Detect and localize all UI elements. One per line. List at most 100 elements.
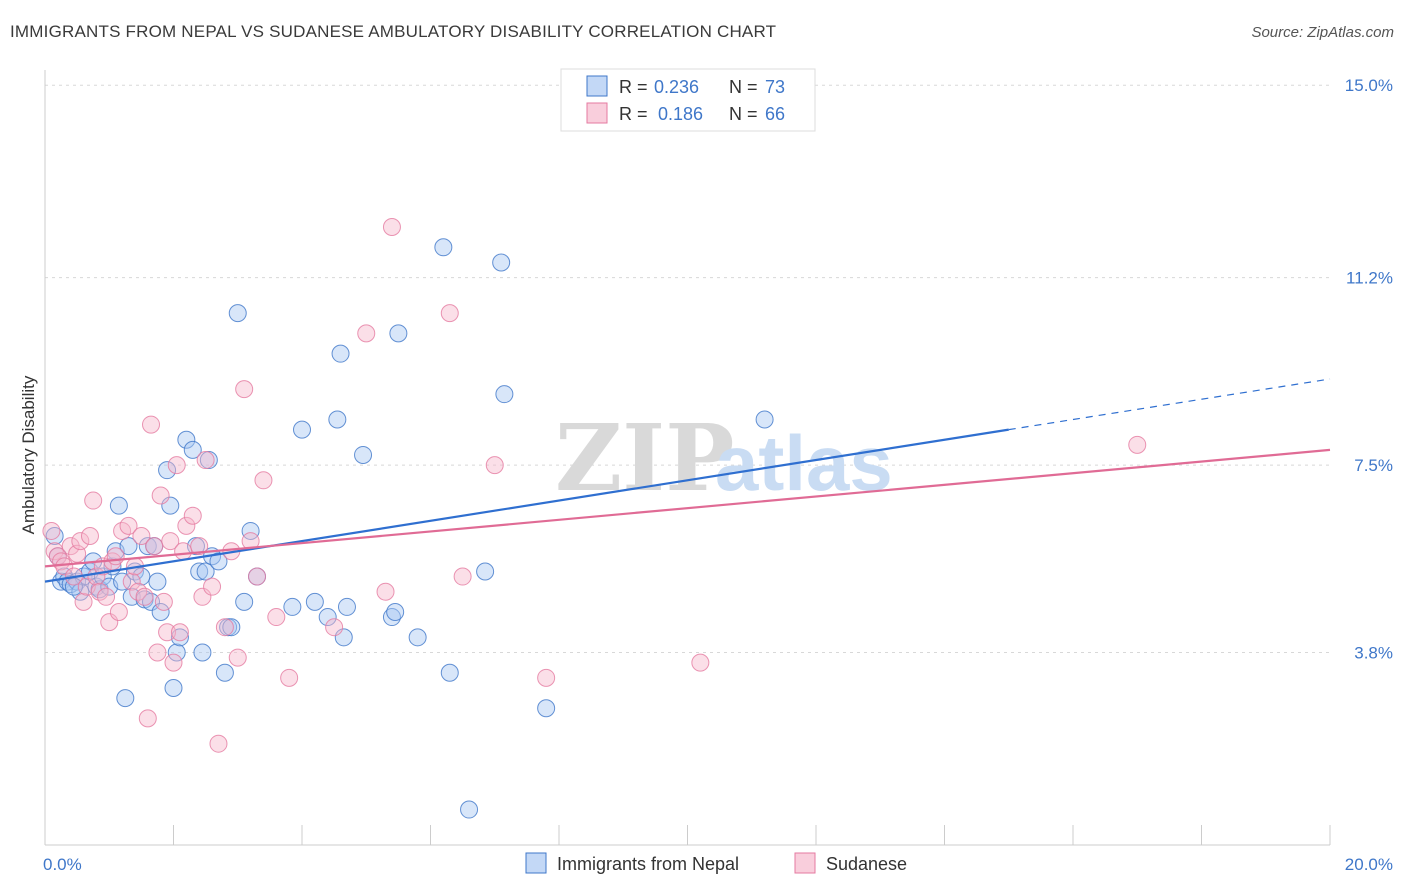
sudanese-point-38 xyxy=(170,623,189,642)
sudanese-point-29 xyxy=(142,415,161,434)
nepal-point-59 xyxy=(382,608,401,627)
legend-swatch-nepal xyxy=(586,75,608,97)
nepal-point-45 xyxy=(222,618,241,637)
sudanese-point-60 xyxy=(440,304,459,323)
nepal-point-37 xyxy=(190,562,209,581)
nepal-point-50 xyxy=(283,597,302,616)
sudanese-point-31 xyxy=(148,643,167,662)
sudanese-point-35 xyxy=(161,532,180,551)
sudanese-point-11 xyxy=(80,527,99,546)
chart-source: Source: ZipAtlas.com xyxy=(1251,24,1394,41)
y-tick-label-3: 15.0% xyxy=(1345,76,1393,95)
sudanese-point-41 xyxy=(183,506,202,525)
sudanese-point-17 xyxy=(100,613,119,632)
nepal-point-42 xyxy=(209,552,228,571)
bottom-legend: Immigrants from Nepal Sudanese xyxy=(525,852,907,874)
sudanese-point-58 xyxy=(376,582,395,601)
nepal-point-46 xyxy=(228,304,247,323)
y-tick-label-2: 11.2% xyxy=(1346,269,1393,288)
nepal-point-43 xyxy=(215,663,234,682)
legend-r-value-2: 0.186 xyxy=(658,104,703,124)
sudanese-point-43 xyxy=(193,587,212,606)
nepal-point-54 xyxy=(328,410,347,429)
sudanese-point-63 xyxy=(537,668,556,687)
trend-lines xyxy=(44,378,1331,583)
sudanese-point-53 xyxy=(254,471,273,490)
sudanese-trend-line xyxy=(44,448,1331,568)
nepal-point-61 xyxy=(389,324,408,343)
sudanese-point-42 xyxy=(190,537,209,556)
sudanese-point-8 xyxy=(71,532,90,551)
nepal-point-60 xyxy=(386,602,405,621)
watermark: ZIP atlas xyxy=(555,404,893,512)
sudanese-point-20 xyxy=(109,602,128,621)
nepal-point-51 xyxy=(293,420,311,439)
sudanese-point-62 xyxy=(485,456,504,475)
y-tick-label-1: 7.5% xyxy=(1354,456,1393,475)
y-tick-labels: 3.8% 7.5% 11.2% 15.0% xyxy=(1345,76,1393,662)
nepal-point-31 xyxy=(164,678,183,697)
sudanese-point-26 xyxy=(132,527,151,546)
sudanese-point-64 xyxy=(691,653,710,672)
sudanese-point-46 xyxy=(209,734,228,753)
sudanese-point-36 xyxy=(164,653,183,672)
nepal-point-70 xyxy=(755,410,774,429)
nepal-point-34 xyxy=(177,430,196,449)
nepal-point-56 xyxy=(334,628,353,647)
sudanese-point-34 xyxy=(158,623,177,642)
nepal-point-32 xyxy=(167,643,186,662)
legend-swatch-sudanese xyxy=(586,102,608,124)
sudanese-point-5 xyxy=(61,537,80,556)
nepal-point-68 xyxy=(495,385,514,404)
bottom-legend-swatch-nepal xyxy=(525,852,547,874)
sudanese-point-57 xyxy=(357,324,376,343)
legend-r-value-1: 0.236 xyxy=(654,77,699,97)
nepal-point-55 xyxy=(331,344,350,363)
nepal-point-17 xyxy=(109,496,128,515)
sudanese-point-12 xyxy=(84,491,103,510)
chart-title: IMMIGRANTS FROM NEPAL VS SUDANESE AMBULA… xyxy=(10,22,777,41)
nepal-point-66 xyxy=(476,562,495,581)
sudanese-point-39 xyxy=(174,542,193,561)
nepal-point-24 xyxy=(138,537,157,556)
sudanese-point-56 xyxy=(325,618,344,637)
nepal-point-72 xyxy=(64,577,83,596)
sudanese-point-50 xyxy=(235,380,254,399)
sudanese-point-44 xyxy=(196,451,215,470)
nepal-point-65 xyxy=(460,800,479,819)
x-tick-label-1: 20.0% xyxy=(1345,855,1393,874)
sudanese-point-1 xyxy=(45,542,64,561)
sudanese-point-30 xyxy=(145,537,164,556)
bottom-legend-label-nepal: Immigrants from Nepal xyxy=(557,854,739,874)
legend-box: R = 0.236 N = 73 R = 0.186 N = 66 xyxy=(560,68,816,132)
nepal-point-39 xyxy=(196,562,215,581)
nepal-point-58 xyxy=(354,445,373,464)
sudanese-point-16 xyxy=(97,587,116,606)
axes xyxy=(44,70,1331,846)
sudanese-point-45 xyxy=(203,577,222,596)
sudanese-point-54 xyxy=(267,608,286,627)
bottom-legend-label-sudanese: Sudanese xyxy=(826,854,907,874)
watermark-zip: ZIP xyxy=(555,404,734,512)
nepal-point-28 xyxy=(151,602,170,621)
legend-n-label-2: N = xyxy=(729,104,758,124)
sudanese-point-32 xyxy=(151,486,170,505)
sudanese-point-49 xyxy=(228,648,247,667)
sudanese-point-55 xyxy=(280,668,299,687)
nepal-point-57 xyxy=(337,597,356,616)
x-tick-labels: 0.0% 20.0% xyxy=(43,855,1393,874)
legend-r-label-1: R = xyxy=(619,77,648,97)
nepal-point-69 xyxy=(537,699,556,718)
bottom-legend-swatch-sudanese xyxy=(794,852,816,874)
sudanese-point-23 xyxy=(122,572,141,591)
sudanese-point-52 xyxy=(248,567,267,586)
nepal-point-52 xyxy=(305,592,324,611)
nepal-point-29 xyxy=(158,461,177,480)
sudanese-point-9 xyxy=(74,592,93,611)
sudanese-point-47 xyxy=(215,618,234,637)
series-nepal-points xyxy=(45,238,774,819)
y-tick-label-0: 3.8% xyxy=(1354,644,1393,663)
sudanese-point-28 xyxy=(138,709,157,728)
legend-n-value-2: 66 xyxy=(765,104,785,124)
sudanese-point-40 xyxy=(177,516,196,535)
